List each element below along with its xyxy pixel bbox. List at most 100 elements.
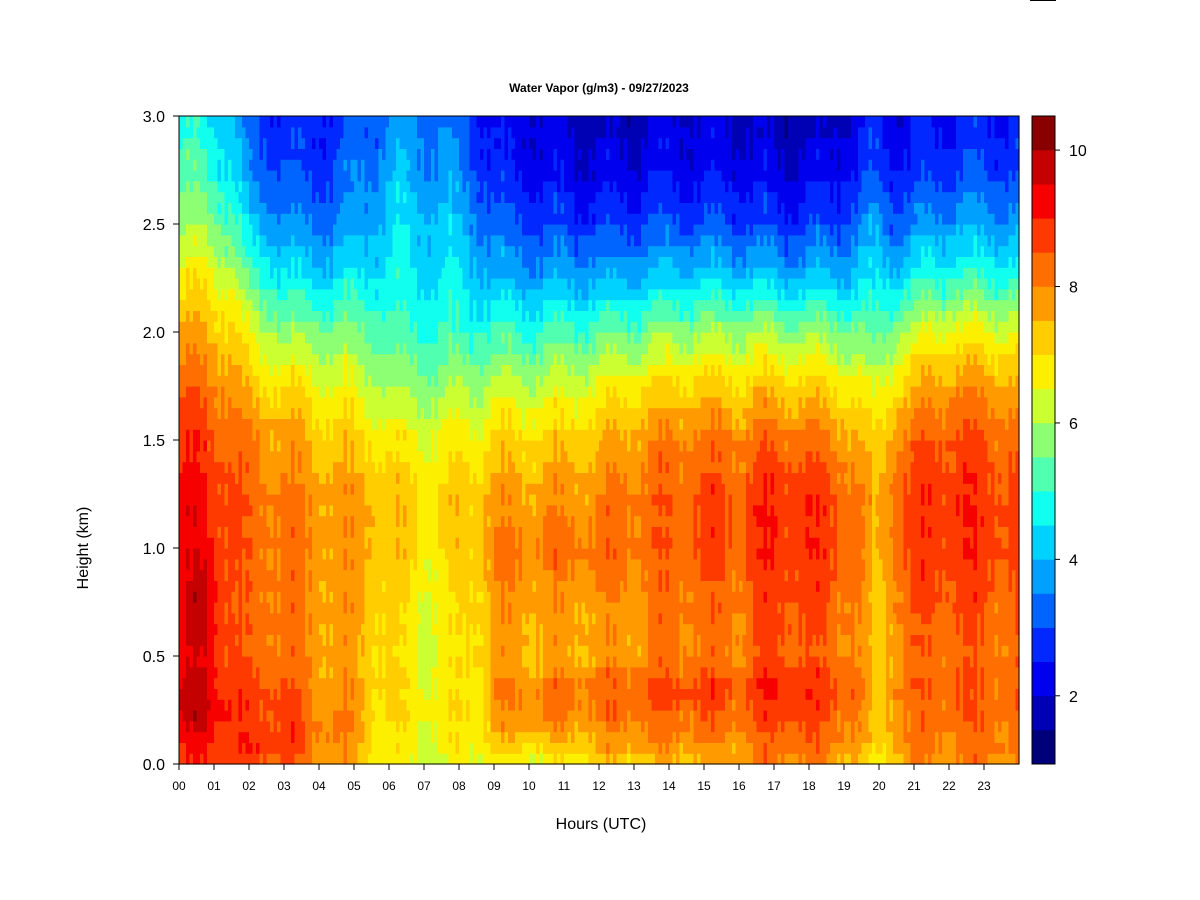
heatmap-cell xyxy=(329,299,334,311)
heatmap-cell xyxy=(466,299,471,311)
heatmap-cell xyxy=(417,580,422,592)
heatmap-cell xyxy=(357,558,362,571)
heatmap-cell xyxy=(280,396,285,409)
heatmap-cell xyxy=(263,623,268,635)
heatmap-cell xyxy=(378,137,383,149)
heatmap-cell xyxy=(396,699,401,711)
heatmap-cell xyxy=(455,677,460,689)
heatmap-cell xyxy=(259,677,264,689)
heatmap-cell xyxy=(392,515,397,527)
heatmap-cell xyxy=(413,548,418,560)
heatmap-cell xyxy=(245,742,250,754)
heatmap-cell xyxy=(298,256,303,268)
heatmap-cell xyxy=(375,753,380,765)
heatmap-cell xyxy=(200,440,205,452)
heatmap-cell xyxy=(273,148,278,160)
heatmap-cell xyxy=(228,558,233,571)
heatmap-cell xyxy=(417,677,422,689)
heatmap-cell xyxy=(413,688,418,700)
heatmap-cell xyxy=(462,580,467,592)
heatmap-cell xyxy=(284,623,289,635)
heatmap-cell xyxy=(235,202,240,214)
heatmap-cell xyxy=(350,483,355,495)
heatmap-cell xyxy=(357,364,362,376)
heatmap-cell xyxy=(249,126,254,139)
heatmap-cell xyxy=(305,429,310,441)
heatmap-cell xyxy=(277,429,282,441)
heatmap-cell xyxy=(322,612,327,625)
heatmap-cell xyxy=(364,450,369,463)
heatmap-cell xyxy=(396,580,401,592)
heatmap-cell xyxy=(385,126,390,139)
heatmap-cell xyxy=(284,677,289,689)
heatmap-cell xyxy=(238,310,243,322)
heatmap-cell xyxy=(441,623,446,635)
heatmap-cell xyxy=(424,472,429,484)
heatmap-cell xyxy=(371,180,376,193)
heatmap-cell xyxy=(200,429,205,441)
heatmap-cell xyxy=(361,278,366,290)
heatmap-cell xyxy=(340,245,345,257)
heatmap-cell xyxy=(336,515,341,527)
heatmap-cell xyxy=(410,569,415,581)
heatmap-cell xyxy=(396,267,401,279)
heatmap-cell xyxy=(357,429,362,441)
heatmap-cell xyxy=(193,710,198,722)
heatmap-cell xyxy=(315,688,320,700)
heatmap-cell xyxy=(308,440,313,452)
heatmap-cell xyxy=(427,429,432,441)
heatmap-cell xyxy=(445,256,450,268)
heatmap-cell xyxy=(245,537,250,549)
heatmap-cell xyxy=(322,515,327,527)
heatmap-cell xyxy=(228,591,233,603)
heatmap-cell xyxy=(326,494,331,506)
heatmap-cell xyxy=(375,558,380,571)
heatmap-cell xyxy=(455,666,460,679)
heatmap-cell xyxy=(277,245,282,257)
heatmap-cell xyxy=(371,245,376,257)
heatmap-cell xyxy=(196,472,201,484)
heatmap-cell xyxy=(466,623,471,635)
heatmap-cell xyxy=(235,710,240,722)
heatmap-cell xyxy=(347,515,352,527)
heatmap-cell xyxy=(326,224,331,236)
heatmap-cell xyxy=(333,623,338,635)
heatmap-cell xyxy=(371,753,376,765)
heatmap-cell xyxy=(371,612,376,625)
heatmap-cell xyxy=(413,256,418,268)
heatmap-cell xyxy=(371,256,376,268)
heatmap-cell xyxy=(263,526,268,538)
heatmap-cell xyxy=(333,386,338,398)
heatmap-cell xyxy=(231,537,236,549)
heatmap-cell xyxy=(235,504,240,517)
heatmap-cell xyxy=(462,310,467,322)
heatmap-cell xyxy=(396,688,401,700)
heatmap-cell xyxy=(312,407,317,419)
heatmap-cell xyxy=(259,234,264,247)
heatmap-cell xyxy=(179,364,184,376)
heatmap-cell xyxy=(235,688,240,700)
heatmap-cell xyxy=(193,342,198,355)
heatmap-cell xyxy=(417,612,422,625)
heatmap-cell xyxy=(214,710,219,722)
heatmap-cell xyxy=(445,634,450,646)
heatmap-cell xyxy=(413,418,418,430)
heatmap-cell xyxy=(357,645,362,657)
heatmap-cell xyxy=(242,580,247,592)
heatmap-cell xyxy=(203,558,208,571)
heatmap-cell xyxy=(301,310,306,322)
heatmap-cell xyxy=(424,569,429,581)
heatmap-cell xyxy=(375,170,380,182)
heatmap-cell xyxy=(385,710,390,722)
heatmap-cell xyxy=(322,267,327,279)
heatmap-cell xyxy=(333,483,338,495)
heatmap-cell xyxy=(420,321,425,333)
heatmap-cell xyxy=(252,159,257,171)
heatmap-cell xyxy=(424,310,429,322)
heatmap-cell xyxy=(252,656,257,668)
heatmap-cell xyxy=(466,375,471,387)
heatmap-cell xyxy=(182,634,187,646)
heatmap-cell xyxy=(259,116,264,128)
heatmap-cell xyxy=(329,310,334,322)
heatmap-cell xyxy=(455,720,460,733)
